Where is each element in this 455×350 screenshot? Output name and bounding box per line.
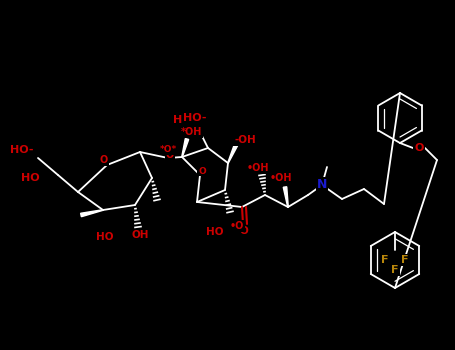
Polygon shape bbox=[182, 139, 189, 157]
Text: HO: HO bbox=[96, 232, 114, 242]
Text: N: N bbox=[317, 177, 327, 190]
Text: *O*: *O* bbox=[159, 146, 177, 154]
Polygon shape bbox=[81, 210, 103, 217]
Text: •OH: •OH bbox=[270, 173, 292, 183]
Text: -OH: -OH bbox=[234, 135, 256, 145]
Text: *OH: *OH bbox=[181, 127, 202, 137]
Text: HO-: HO- bbox=[183, 113, 207, 123]
Text: OH: OH bbox=[131, 230, 149, 240]
Text: F: F bbox=[391, 265, 399, 275]
Text: F: F bbox=[381, 255, 389, 265]
Text: O: O bbox=[100, 155, 108, 165]
Text: O: O bbox=[198, 167, 206, 175]
Text: HO-: HO- bbox=[173, 115, 197, 125]
Text: O: O bbox=[240, 226, 248, 236]
Text: F: F bbox=[401, 255, 409, 265]
Text: O: O bbox=[415, 143, 424, 153]
Text: •O: •O bbox=[230, 221, 244, 231]
Text: HO: HO bbox=[206, 227, 224, 237]
Text: O: O bbox=[166, 150, 174, 160]
Text: HO: HO bbox=[20, 173, 39, 183]
Polygon shape bbox=[283, 187, 288, 207]
Polygon shape bbox=[228, 144, 238, 163]
Text: •OH: •OH bbox=[247, 163, 269, 173]
Text: HO-: HO- bbox=[10, 145, 34, 155]
